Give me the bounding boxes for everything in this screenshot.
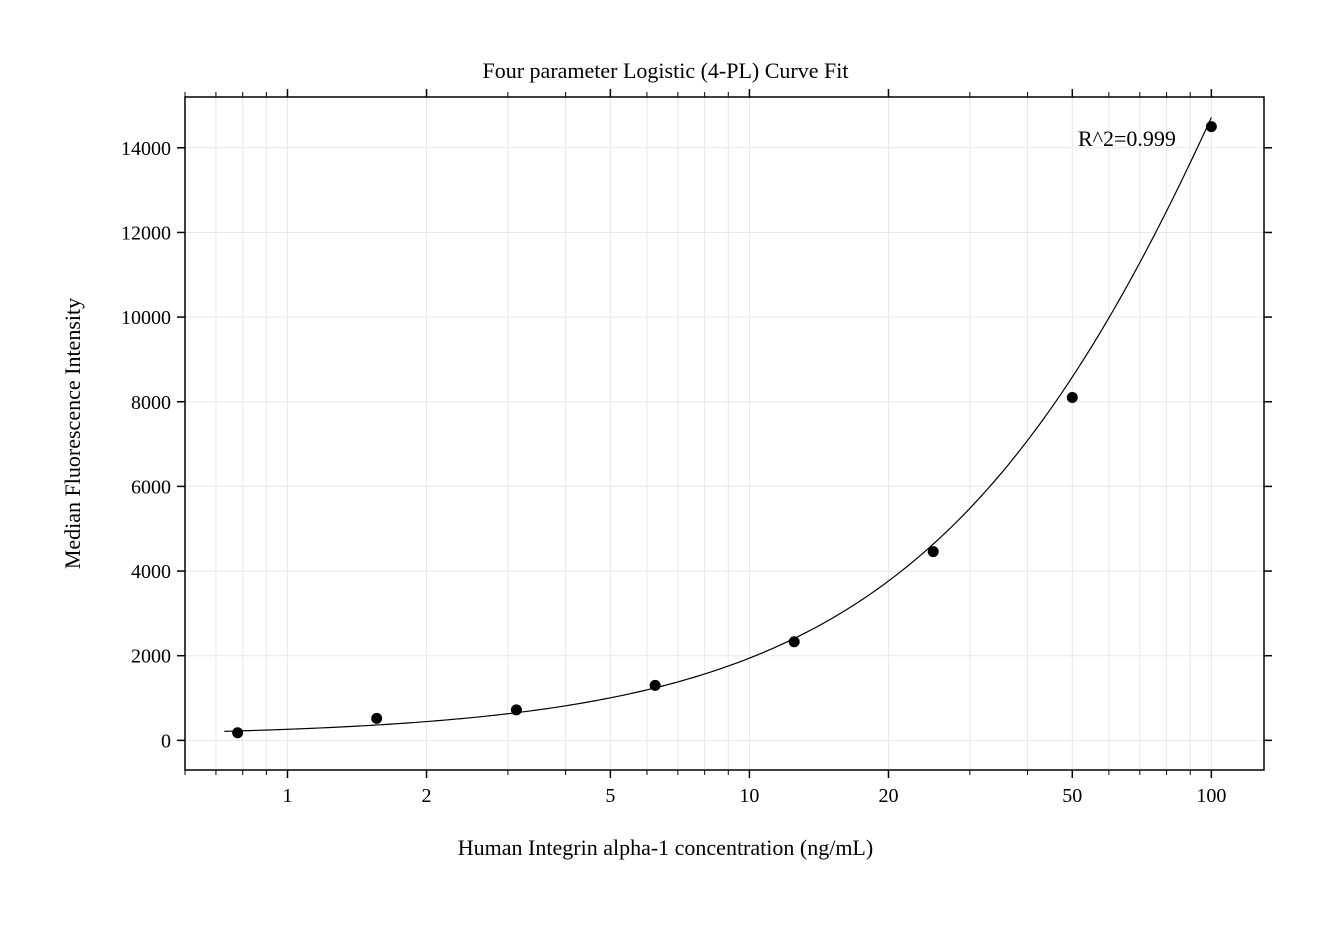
data-point: [789, 636, 800, 647]
chart-container: Four parameter Logistic (4-PL) Curve Fit…: [0, 0, 1331, 935]
data-point: [928, 546, 939, 557]
plot-border: [185, 97, 1264, 770]
data-point: [371, 713, 382, 724]
y-tick-label: 6000: [131, 476, 171, 498]
data-point: [511, 704, 522, 715]
x-tick-label: 5: [605, 785, 615, 807]
data-point: [1067, 392, 1078, 403]
y-axis-label: Median Fluorescence Intensity: [60, 97, 86, 770]
x-tick-label: 100: [1196, 785, 1226, 807]
y-tick-label: 0: [161, 730, 171, 752]
chart-annotation-r2: R^2=0.999: [1078, 126, 1176, 152]
ticks: 1 2 5 10 20 50 100 0 2000 4000 6000 8000 10000 12000 1…: [121, 89, 1272, 807]
chart-title: Four parameter Logistic (4-PL) Curve Fit: [0, 58, 1331, 84]
x-tick-label: 2: [422, 785, 432, 807]
x-axis-label: Human Integrin alpha-1 concentration (ng…: [0, 835, 1331, 861]
y-tick-label: 8000: [131, 392, 171, 414]
fit-curve: [224, 117, 1211, 731]
data-point: [232, 727, 243, 738]
x-tick-label: 20: [878, 785, 898, 807]
x-tick-label: 50: [1062, 785, 1082, 807]
x-tick-label: 1: [282, 785, 292, 807]
y-tick-label: 10000: [121, 307, 171, 329]
y-tick-label: 2000: [131, 646, 171, 668]
y-tick-label: 14000: [121, 138, 171, 160]
grid: [185, 97, 1264, 770]
y-tick-label: 12000: [121, 222, 171, 244]
data-point: [1206, 121, 1217, 132]
data-points: [232, 121, 1217, 738]
data-point: [650, 680, 661, 691]
y-tick-label: 4000: [131, 561, 171, 583]
x-tick-label: 10: [739, 785, 759, 807]
